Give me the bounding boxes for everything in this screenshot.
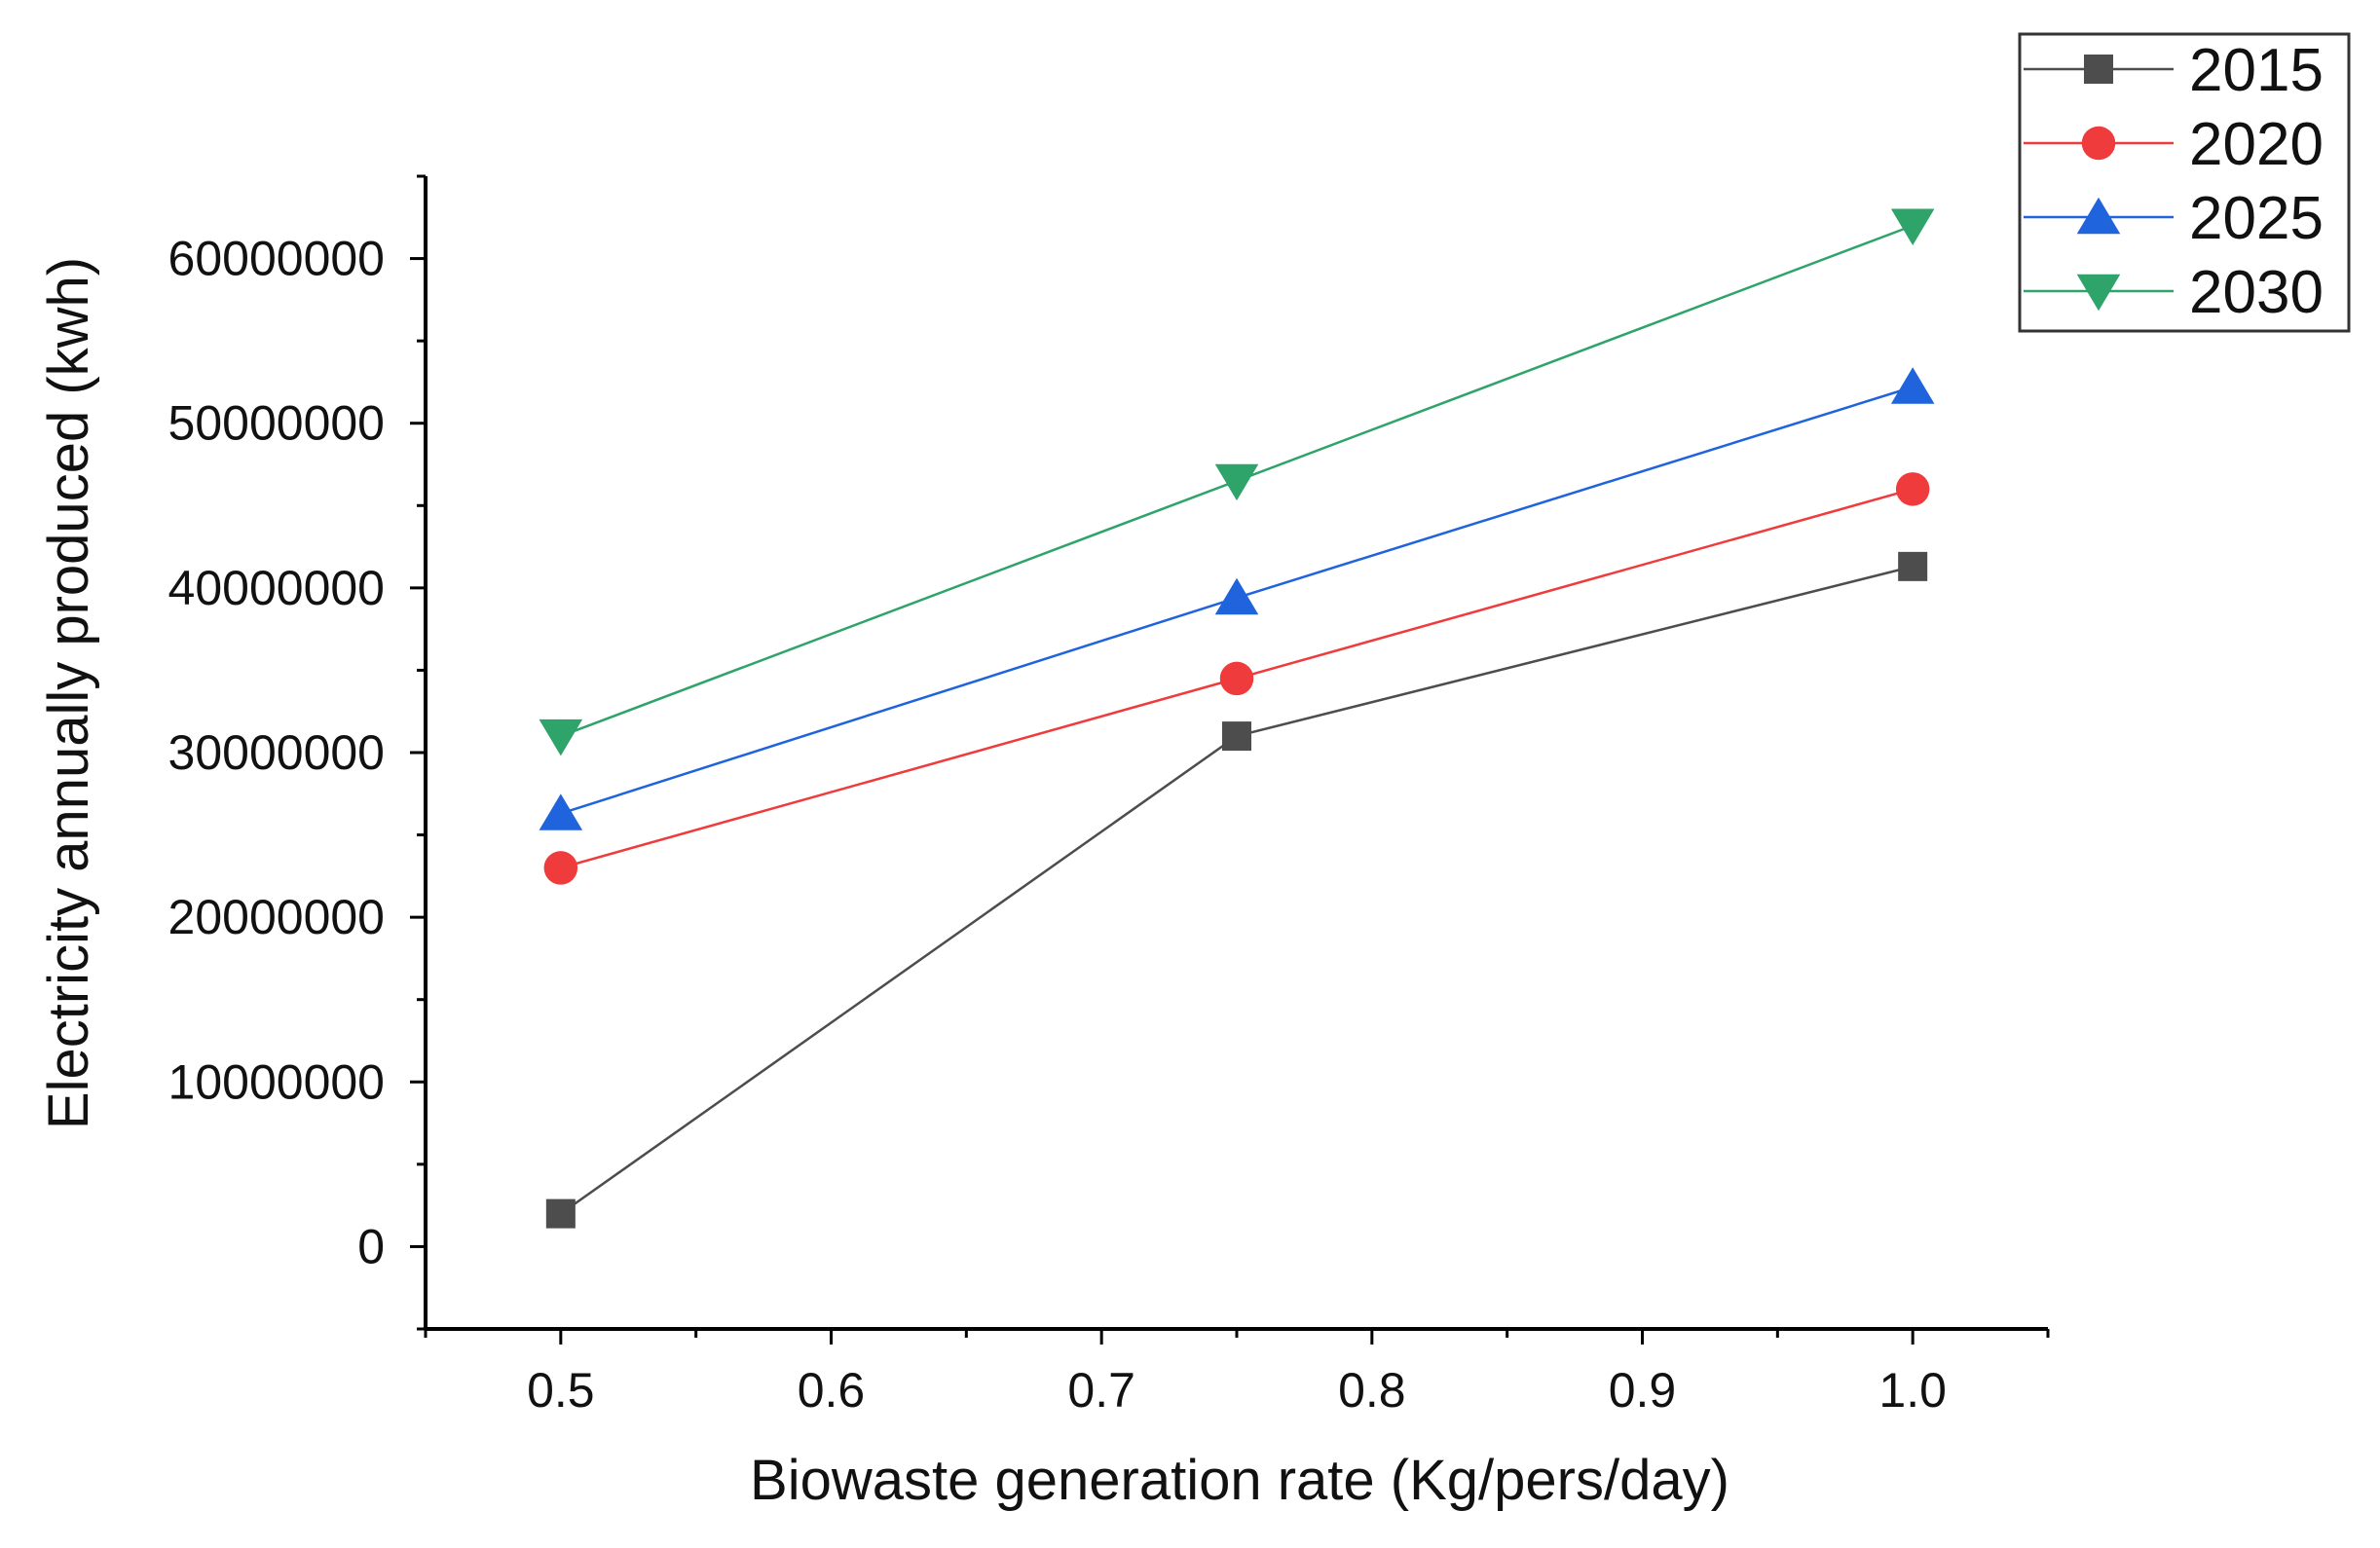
legend-label: 2030	[2189, 259, 2324, 326]
data-point-2015	[1222, 721, 1251, 752]
y-tick-label: 10000000	[168, 1054, 385, 1109]
y-tick-label: 30000000	[168, 725, 385, 780]
data-point-2020	[1219, 661, 1254, 696]
legend: 2015 2020 2025 2030	[2018, 32, 2351, 333]
y-tick-label: 50000000	[168, 396, 385, 451]
x-tick-label: 0.9	[1609, 1363, 1677, 1418]
legend-label: 2025	[2189, 185, 2324, 252]
data-point-2025	[1890, 367, 1935, 404]
data-point-2020	[1895, 472, 1930, 506]
legend-item-2030: 2030	[2024, 259, 2324, 326]
y-axis-title: Electricity annually produced (kwh)	[37, 257, 100, 1129]
legend-item-2015: 2015	[2024, 37, 2324, 104]
legend-item-2025: 2025	[2024, 185, 2324, 252]
y-tick-label: 0	[357, 1219, 385, 1273]
x-tick-label: 0.5	[527, 1363, 595, 1418]
x-axis-title: Biowaste generation rate (Kg/pers/day)	[750, 1449, 1729, 1512]
series-2015	[545, 551, 1928, 1229]
legend-box	[2018, 32, 2351, 333]
data-point-2025	[1214, 577, 1259, 615]
x-tick-label: 0.7	[1067, 1363, 1135, 1418]
data-point-2030	[1214, 463, 1259, 501]
data-point-2015	[545, 1198, 576, 1229]
legend-marker	[2084, 55, 2113, 84]
series-2020	[543, 472, 1930, 885]
x-tick-label: 0.6	[798, 1363, 866, 1418]
series-2030	[539, 208, 1935, 756]
legend-item-2020: 2020	[2024, 111, 2324, 178]
legend-marker	[2076, 197, 2121, 235]
data-point-2015	[1898, 551, 1928, 581]
data-point-2025	[539, 793, 583, 830]
legend-marker	[2081, 126, 2116, 161]
legend-label: 2015	[2189, 37, 2324, 104]
y-tick-label: 60000000	[168, 232, 385, 286]
data-point-2030	[1890, 208, 1935, 245]
series-2025	[539, 367, 1935, 830]
x-tick-label: 1.0	[1878, 1363, 1947, 1418]
x-tick-label: 0.8	[1338, 1363, 1406, 1418]
legend-label: 2020	[2189, 111, 2324, 178]
axes: 0 10000000 20000000 30000000 40000000 5000000…	[168, 174, 2050, 1418]
data-point-2020	[543, 851, 578, 885]
plot-series	[539, 208, 1935, 1229]
y-tick-label: 20000000	[168, 890, 385, 944]
data-point-2030	[539, 719, 583, 756]
y-tick-label: 40000000	[168, 561, 385, 615]
legend-marker	[2076, 274, 2121, 312]
